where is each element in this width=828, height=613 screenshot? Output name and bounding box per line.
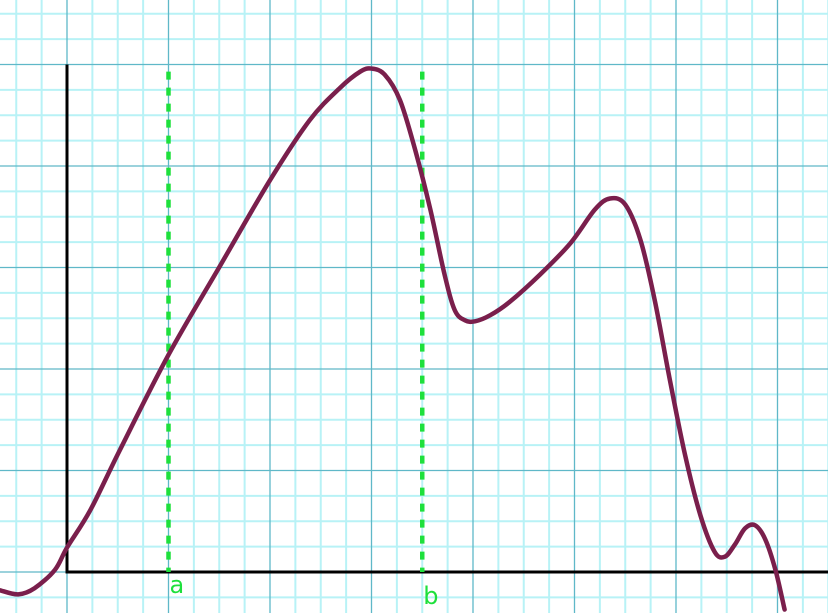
- marker-label-a: a: [170, 571, 185, 599]
- function-curve: [0, 66, 787, 612]
- axes: [65, 64, 828, 574]
- markers: [166, 71, 425, 572]
- marker-label-b: b: [423, 582, 438, 610]
